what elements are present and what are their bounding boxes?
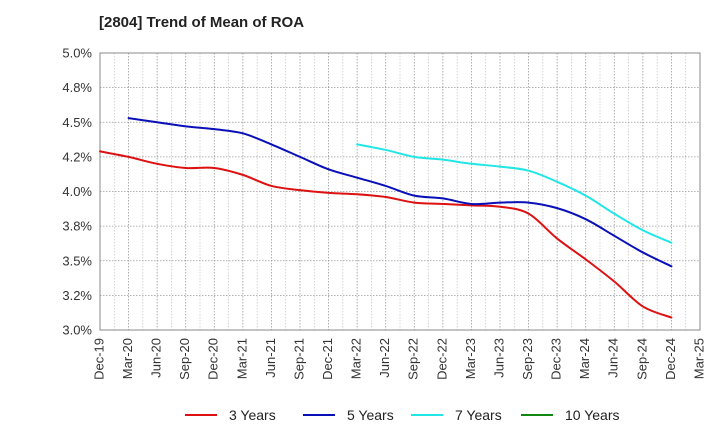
x-tick-label: Sep-20 [177,338,192,380]
legend-label-5-years: 5 Years [347,407,394,423]
series-lines [99,117,673,319]
x-tick-label: Mar-25 [691,338,706,379]
legend-label-10-years: 10 Years [565,407,620,423]
y-tick-label: 4.8% [62,80,92,95]
x-tick-label: Dec-24 [663,338,678,380]
x-tick-label: Mar-21 [234,338,249,379]
legend-label-7-years: 7 Years [455,407,502,423]
legend-item-10-years: 10 Years [521,404,620,426]
y-tick-label: 4.5% [62,115,92,130]
grid [100,53,700,330]
chart-title: [2804] Trend of Mean of ROA [99,14,305,31]
legend-item-7-years: 7 Years [411,404,502,426]
plot-area-frame [99,52,701,331]
x-tick-label: Sep-22 [406,338,421,380]
x-tick-label: Dec-19 [91,338,106,380]
x-tick-label: Mar-24 [577,338,592,379]
x-tick-label: Sep-21 [291,338,306,380]
legend-swatch-10-years [521,414,553,416]
x-tick-label: Dec-23 [549,338,564,380]
legend-item-3-years: 3 Years [185,404,276,426]
x-tick-label: Dec-22 [434,338,449,380]
legend-swatch-3-years [185,414,217,416]
legend: 3 Years 5 Years 7 Years 10 Years [0,404,720,426]
y-tick-label: 3.5% [62,253,92,268]
y-tick-label: 3.8% [62,219,92,234]
y-tick-label: 4.2% [62,149,92,164]
x-tick-label: Sep-23 [520,338,535,380]
x-tick-label: Mar-20 [120,338,135,379]
x-tick-label: Jun-24 [606,338,621,378]
x-tick-label: Jun-20 [149,338,164,378]
x-tick-label: Dec-21 [320,338,335,380]
x-tick-label: Jun-21 [263,338,278,378]
y-tick-label: 5.0% [62,46,92,61]
legend-item-5-years: 5 Years [303,404,394,426]
y-tick-label: 3.0% [62,323,92,338]
x-tick-label: Sep-24 [634,338,649,380]
x-tick-label: Mar-22 [349,338,364,379]
series-line-7-years [356,143,673,244]
series-line-5-years [127,117,673,268]
x-tick-label: Jun-22 [377,338,392,378]
x-axis-ticks: Dec-19 Mar-20 Jun-20 Sep-20 Dec-20 Mar-21 Jun-… [91,338,706,380]
x-tick-label: Jun-23 [491,338,506,378]
y-tick-label: 3.2% [62,288,92,303]
y-axis-ticks: 3.0% 3.2% 3.5% 3.8% 4.0% 4.2% 4.5% 4.8% 5.0% [62,46,92,338]
y-tick-label: 4.0% [62,184,92,199]
legend-swatch-5-years [303,414,335,416]
legend-label-3-years: 3 Years [229,407,276,423]
legend-swatch-7-years [411,414,443,416]
x-tick-label: Dec-20 [206,338,221,380]
series-line-3-years [99,150,673,319]
x-tick-label: Mar-23 [463,338,478,379]
